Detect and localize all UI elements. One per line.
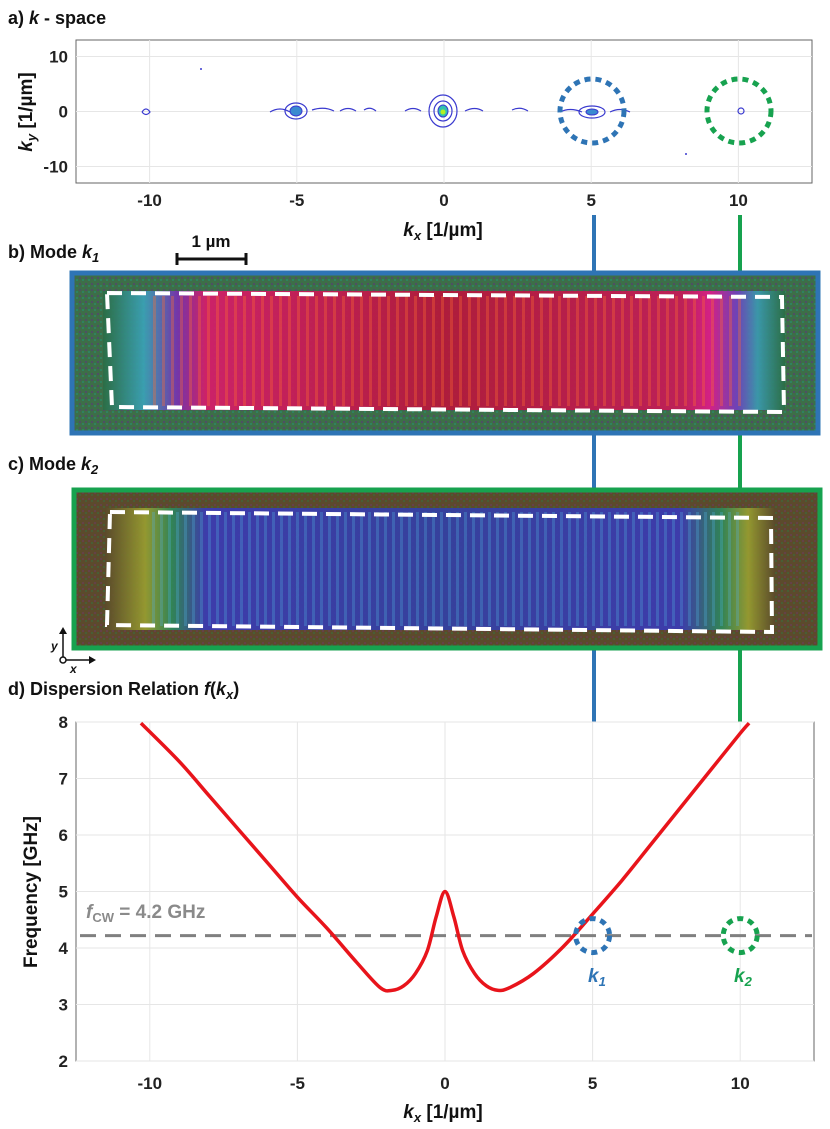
panel-a-x-tick: 0 [439, 191, 448, 210]
panel-d-grid [76, 721, 814, 1062]
panel-d-label: d) Dispersion Relation f(kx) [8, 679, 239, 702]
panel-d-y-tick: 7 [59, 770, 68, 789]
panel-a-label: a) k - space [8, 8, 106, 28]
panel-d-y-tick: 5 [59, 883, 68, 902]
axes-indicator: y x [50, 627, 96, 676]
panel-a-x-ticks: -10 -5 0 5 10 [137, 191, 748, 210]
mode-k2-image [71, 487, 823, 651]
panel-d-y-tick: 4 [59, 939, 69, 958]
panel-a-contours [141, 68, 745, 155]
panel-a-y-tick: 10 [49, 48, 68, 67]
fcw-label: fCW = 4.2 GHz [86, 902, 205, 925]
panel-d-x-tick: 0 [440, 1074, 449, 1093]
panel-d-x-tick: 5 [588, 1074, 597, 1093]
panel-a-x-tick: 10 [729, 191, 748, 210]
k2-label: k2 [734, 966, 753, 989]
k1-marker-circle [557, 76, 627, 146]
panel-d-y-ticks: 8 7 6 5 4 3 2 [59, 713, 69, 1071]
k1-point-circle [573, 916, 613, 956]
panel-a-x-tick: -10 [137, 191, 162, 210]
panel-d-y-tick: 3 [59, 996, 68, 1015]
panel-b-label: b) Mode k1 [8, 242, 99, 265]
panel-d-y-tick: 8 [59, 713, 68, 732]
panel-a-y-label: ky [1/µm] [16, 72, 39, 151]
panel-a-y-ticks: 10 0 -10 [43, 48, 68, 177]
panel-d-y-label: Frequency [GHz] [21, 816, 42, 968]
panel-d-y-tick: 6 [59, 826, 68, 845]
panel-c-label: c) Mode k2 [8, 454, 99, 477]
panel-a-x-label: kx [1/µm] [403, 220, 482, 243]
panel-a-x-tick: 5 [586, 191, 595, 210]
panel-d-x-tick: 10 [731, 1074, 750, 1093]
k1-label: k1 [588, 966, 606, 989]
panel-d-x-label: kx [1/µm] [403, 1102, 482, 1125]
axis-x-label: x [69, 662, 78, 676]
panel-d-x-ticks: -10 -5 0 5 10 [138, 1074, 750, 1093]
k2-point-circle [720, 916, 760, 956]
panel-a-y-tick: -10 [43, 158, 68, 177]
axis-y-label: y [50, 639, 59, 653]
panel-d-x-tick: -5 [290, 1074, 305, 1093]
k2-marker-circle [704, 76, 774, 146]
mode-k1-image [69, 270, 821, 436]
panel-d-y-tick: 2 [59, 1052, 68, 1071]
scale-bar-label: 1 µm [191, 232, 230, 251]
panel-a-x-tick: -5 [289, 191, 304, 210]
dispersion-curve [139, 721, 751, 993]
panel-d-x-tick: -10 [138, 1074, 163, 1093]
panel-a-y-tick: 0 [59, 103, 68, 122]
panel-a-grid [76, 40, 812, 183]
